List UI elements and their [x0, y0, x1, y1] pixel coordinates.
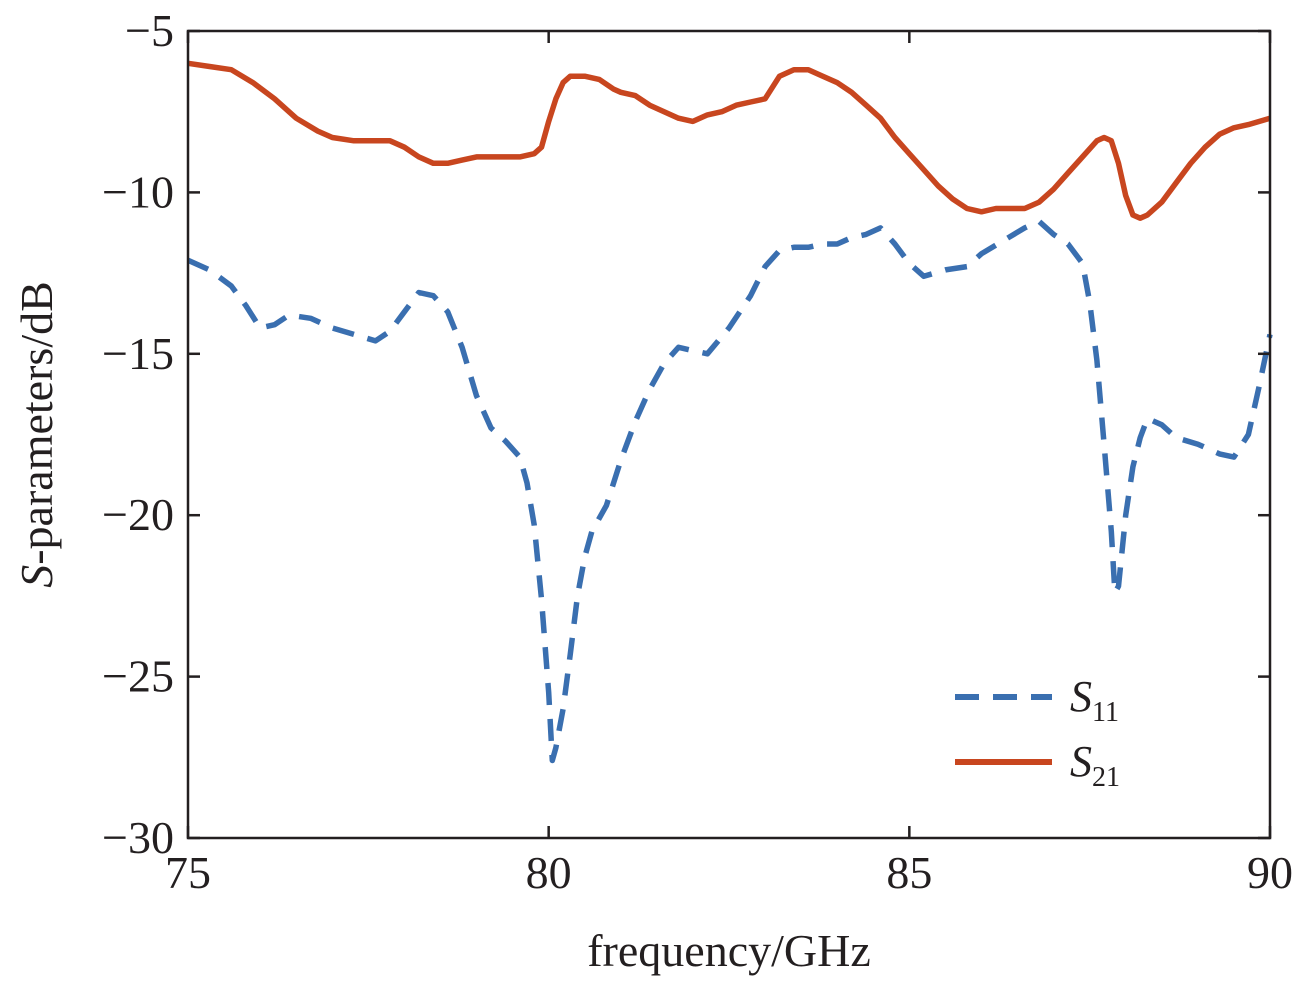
y-axis-label-italic: S: [11, 565, 62, 588]
plot-frame: [186, 29, 1272, 840]
series-line-s11: [186, 218, 1273, 764]
y-axis-label-rest: -parameters/dB: [11, 281, 62, 565]
y-tick-label: −5: [125, 5, 174, 56]
legend-label-s11: S11: [1070, 672, 1119, 728]
y-tick-label: −10: [102, 166, 174, 217]
legend-label-s11-main: S: [1070, 672, 1092, 721]
legend-label-s21-sub: 21: [1092, 762, 1120, 793]
y-tick-label: −25: [102, 651, 174, 702]
legend-label-s21: S21: [1070, 737, 1120, 793]
x-tick-label: 90: [1247, 847, 1293, 898]
x-axis-label: frequency/GHz: [587, 925, 871, 976]
legend: S11 S21: [955, 672, 1120, 793]
axis-ticks: [186, 29, 1272, 840]
legend-label-s11-sub: 11: [1092, 697, 1119, 728]
x-tick-label: 80: [526, 847, 572, 898]
x-tick-label: 85: [886, 847, 932, 898]
series-line-s21: [187, 60, 1271, 221]
tick-labels: 75 80 85 90 −5 −10 −15 −20 −25 −30: [102, 5, 1293, 898]
y-tick-label: −15: [102, 328, 174, 379]
x-tick-label: 75: [165, 847, 211, 898]
y-tick-label: −30: [102, 812, 174, 863]
y-tick-label: −20: [102, 489, 174, 540]
legend-label-s21-main: S: [1070, 737, 1092, 786]
plot-lines: [186, 60, 1273, 764]
y-axis-label: S-parameters/dB: [11, 281, 62, 588]
